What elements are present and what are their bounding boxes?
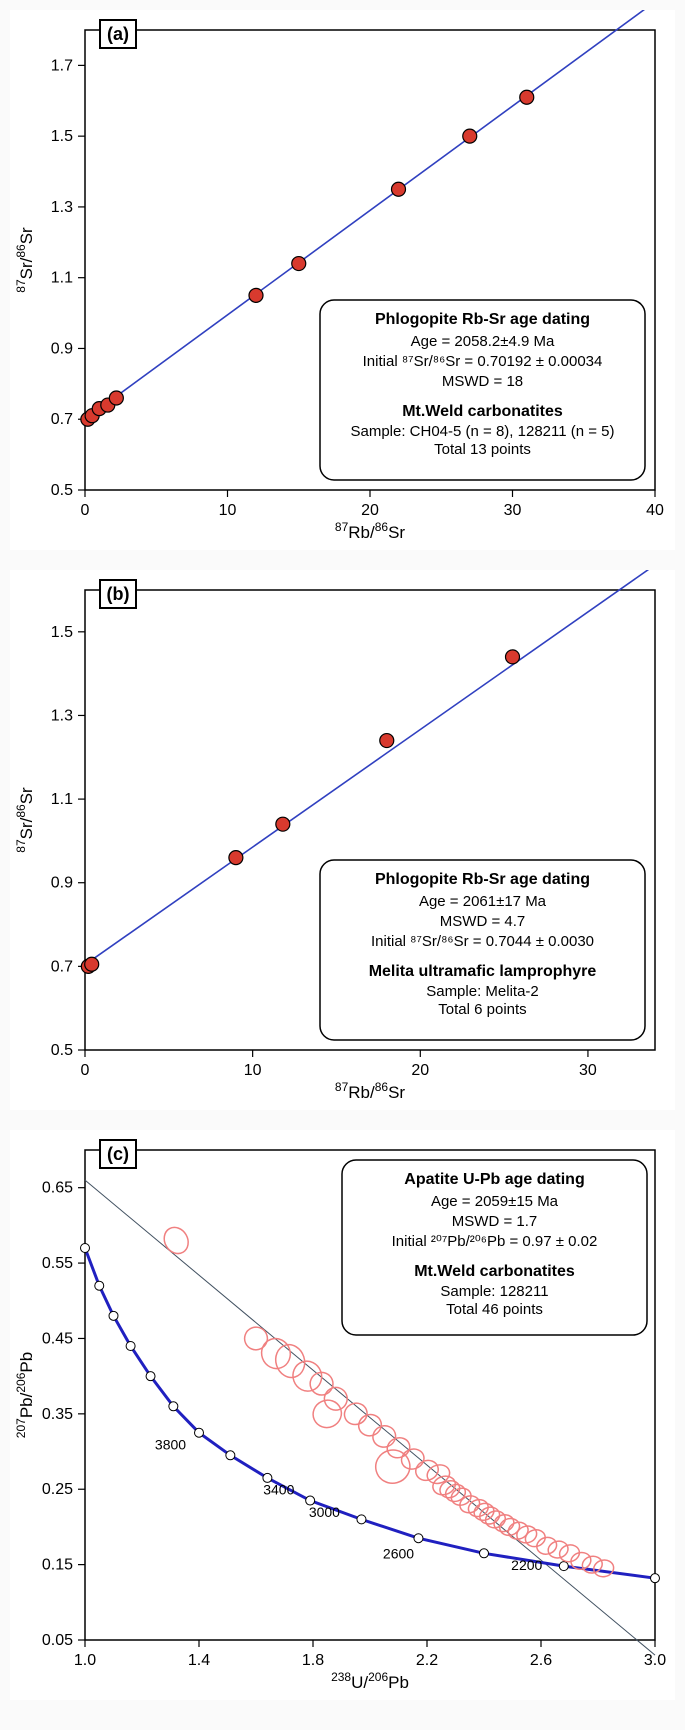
svg-text:(b): (b) bbox=[107, 584, 130, 604]
svg-text:Apatite U-Pb age dating: Apatite U-Pb age dating bbox=[404, 1171, 584, 1188]
svg-text:0.7: 0.7 bbox=[51, 958, 73, 975]
chart-b: 0 10 20 30 0.5 0.7 0.9 1.1 1.3 1.5 87Rb/86Sr 87Sr/8… bbox=[10, 570, 675, 1110]
svg-text:1.3: 1.3 bbox=[51, 707, 73, 724]
svg-text:MSWD = 1.7: MSWD = 1.7 bbox=[452, 1213, 537, 1230]
svg-text:MSWD = 4.7: MSWD = 4.7 bbox=[440, 913, 525, 930]
svg-text:MSWD = 18: MSWD = 18 bbox=[442, 373, 523, 390]
svg-text:0.35: 0.35 bbox=[42, 1406, 73, 1423]
svg-text:0: 0 bbox=[81, 1062, 90, 1079]
svg-text:Sample: 128211: Sample: 128211 bbox=[440, 1283, 548, 1300]
svg-text:(a): (a) bbox=[107, 24, 129, 44]
svg-text:20: 20 bbox=[361, 502, 379, 519]
svg-text:2600: 2600 bbox=[383, 1546, 414, 1562]
svg-text:0: 0 bbox=[81, 502, 90, 519]
svg-text:0.9: 0.9 bbox=[51, 340, 73, 357]
svg-text:0.15: 0.15 bbox=[42, 1557, 73, 1574]
svg-text:Mt.Weld carbonatites: Mt.Weld carbonatites bbox=[414, 1263, 575, 1280]
svg-text:0.55: 0.55 bbox=[42, 1255, 73, 1272]
svg-text:(c): (c) bbox=[107, 1144, 129, 1164]
svg-text:2200: 2200 bbox=[511, 1557, 542, 1573]
svg-text:10: 10 bbox=[244, 1062, 262, 1079]
svg-text:0.5: 0.5 bbox=[51, 482, 73, 499]
svg-text:87Rb/86Sr: 87Rb/86Sr bbox=[335, 1080, 406, 1102]
svg-text:1.0: 1.0 bbox=[74, 1652, 96, 1669]
svg-text:1.1: 1.1 bbox=[51, 270, 73, 287]
svg-text:3000: 3000 bbox=[309, 1504, 340, 1520]
panel-a: 0 10 20 30 40 0.5 0.7 0.9 1.1 1.3 1.5 1.7 87Rb/86Sr 8… bbox=[10, 10, 675, 550]
svg-text:Total 13 points: Total 13 points bbox=[434, 441, 531, 458]
svg-text:238U/206Pb: 238U/206Pb bbox=[331, 1670, 409, 1692]
svg-text:40: 40 bbox=[646, 502, 664, 519]
svg-text:1.3: 1.3 bbox=[51, 199, 73, 216]
svg-text:20: 20 bbox=[411, 1062, 429, 1079]
svg-text:87Sr/86Sr: 87Sr/86Sr bbox=[14, 787, 36, 853]
svg-text:Initial ⁸⁷Sr/⁸⁶Sr = 0.7044 ± 0: Initial ⁸⁷Sr/⁸⁶Sr = 0.7044 ± 0.0030 bbox=[371, 933, 594, 950]
svg-text:2.6: 2.6 bbox=[530, 1652, 552, 1669]
svg-text:Sample: Melita-2: Sample: Melita-2 bbox=[426, 983, 539, 1000]
svg-text:Mt.Weld carbonatites: Mt.Weld carbonatites bbox=[402, 403, 563, 420]
svg-text:0.9: 0.9 bbox=[51, 875, 73, 892]
svg-text:Age = 2058.2±4.9 Ma: Age = 2058.2±4.9 Ma bbox=[411, 333, 555, 350]
svg-text:Age = 2059±15 Ma: Age = 2059±15 Ma bbox=[431, 1193, 559, 1210]
svg-text:207Pb/206Pb: 207Pb/206Pb bbox=[14, 1352, 36, 1438]
svg-text:87Sr/86Sr: 87Sr/86Sr bbox=[14, 227, 36, 293]
svg-text:30: 30 bbox=[579, 1062, 597, 1079]
svg-text:10: 10 bbox=[219, 502, 237, 519]
svg-text:30: 30 bbox=[504, 502, 522, 519]
svg-text:1.7: 1.7 bbox=[51, 57, 73, 74]
svg-text:3800: 3800 bbox=[155, 1436, 186, 1452]
svg-text:0.5: 0.5 bbox=[51, 1042, 73, 1059]
panel-c: 1.01.41.82.22.63.00.050.150.250.350.450.… bbox=[10, 1130, 675, 1700]
svg-text:0.25: 0.25 bbox=[42, 1481, 73, 1498]
svg-text:1.5: 1.5 bbox=[51, 128, 73, 145]
svg-text:Total 46 points: Total 46 points bbox=[446, 1301, 543, 1318]
svg-text:2.2: 2.2 bbox=[416, 1652, 438, 1669]
svg-text:Sample: CH04-5 (n = 8), 128211: Sample: CH04-5 (n = 8), 128211 (n = 5) bbox=[350, 423, 614, 440]
chart-a: 0 10 20 30 40 0.5 0.7 0.9 1.1 1.3 1.5 1.7 87Rb/86Sr 8… bbox=[10, 10, 675, 550]
svg-text:Phlogopite Rb-Sr age dating: Phlogopite Rb-Sr age dating bbox=[375, 311, 590, 328]
svg-text:3400: 3400 bbox=[263, 1482, 294, 1498]
svg-text:1.4: 1.4 bbox=[188, 1652, 210, 1669]
svg-text:Age = 2061±17 Ma: Age = 2061±17 Ma bbox=[419, 893, 547, 910]
panel-b: 0 10 20 30 0.5 0.7 0.9 1.1 1.3 1.5 87Rb/86Sr 87Sr/8… bbox=[10, 570, 675, 1110]
svg-text:Initial ²⁰⁷Pb/²⁰⁶Pb = 0.97 ± 0: Initial ²⁰⁷Pb/²⁰⁶Pb = 0.97 ± 0.02 bbox=[392, 1233, 598, 1250]
svg-text:Initial ⁸⁷Sr/⁸⁶Sr = 0.70192 ±: Initial ⁸⁷Sr/⁸⁶Sr = 0.70192 ± 0.00034 bbox=[363, 353, 603, 370]
svg-text:Total 6 points: Total 6 points bbox=[438, 1001, 526, 1018]
chart-c: 1.01.41.82.22.63.00.050.150.250.350.450.… bbox=[10, 1130, 675, 1700]
svg-text:0.05: 0.05 bbox=[42, 1632, 73, 1649]
svg-text:87Rb/86Sr: 87Rb/86Sr bbox=[335, 520, 406, 542]
svg-text:0.7: 0.7 bbox=[51, 411, 73, 428]
svg-text:0.65: 0.65 bbox=[42, 1180, 73, 1197]
svg-text:Phlogopite Rb-Sr age dating: Phlogopite Rb-Sr age dating bbox=[375, 871, 590, 888]
svg-text:1.8: 1.8 bbox=[302, 1652, 324, 1669]
svg-text:1.5: 1.5 bbox=[51, 624, 73, 641]
svg-text:Melita ultramafic lamprophyre: Melita ultramafic lamprophyre bbox=[369, 963, 597, 980]
svg-text:1.1: 1.1 bbox=[51, 791, 73, 808]
svg-text:0.45: 0.45 bbox=[42, 1330, 73, 1347]
